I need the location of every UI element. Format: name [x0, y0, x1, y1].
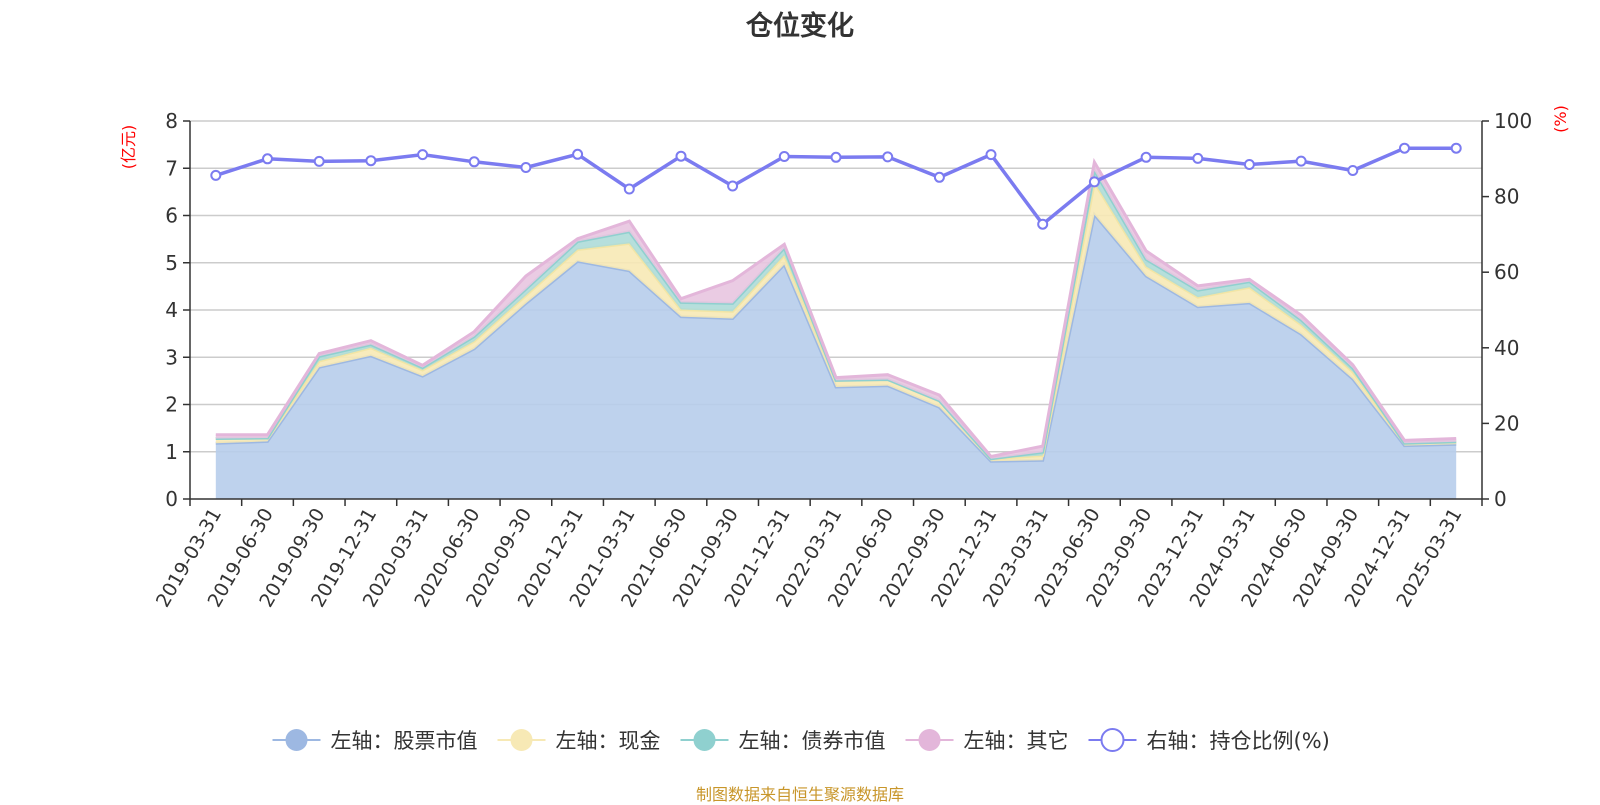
- left-tick-label: 8: [165, 109, 178, 133]
- ratio-point: [313, 155, 325, 167]
- legend-label: 左轴：其它: [964, 729, 1069, 753]
- right-tick-label: 40: [1494, 336, 1519, 360]
- ratio-point: [830, 151, 842, 163]
- ratio-point: [727, 180, 739, 192]
- legend-item-2: 左轴：现金: [497, 729, 661, 753]
- ratio-point: [1192, 152, 1204, 164]
- ratio-point: [1450, 142, 1462, 154]
- legend-circle-icon: [510, 729, 533, 751]
- left-axis-unit: (亿元): [119, 125, 138, 170]
- ratio-point: [985, 149, 997, 161]
- legend-item-4: 左轴：其它: [905, 729, 1069, 753]
- ratio-point: [1243, 159, 1255, 170]
- right-tick-label: 60: [1494, 260, 1519, 284]
- left-tick-label: 6: [165, 204, 178, 228]
- legend-item-5: 右轴：持仓比例(%): [1088, 728, 1330, 753]
- left-tick-label: 4: [165, 298, 178, 322]
- right-tick-label: 80: [1494, 185, 1519, 209]
- ratio-point: [1140, 151, 1152, 163]
- ratio-point: [1088, 176, 1100, 188]
- legend-circle-icon: [918, 729, 941, 751]
- left-tick-label: 0: [165, 487, 178, 511]
- legend-circle-icon: [693, 729, 716, 751]
- left-tick-label: 2: [165, 393, 178, 417]
- legend-item-1: 左轴：股票市值: [272, 729, 478, 753]
- ratio-point: [1399, 142, 1410, 154]
- left-tick-label: 5: [165, 251, 178, 275]
- right-tick-label: 100: [1494, 109, 1532, 133]
- ratio-point: [1347, 165, 1359, 176]
- ratio-point: [1295, 155, 1307, 167]
- left-tick-label: 7: [165, 156, 178, 180]
- stacked-areas: [215, 157, 1457, 499]
- ratio-point: [520, 162, 532, 173]
- ratio-point: [882, 151, 894, 163]
- legend-label: 左轴：现金: [556, 729, 661, 753]
- legend-label: 左轴：股票市值: [331, 729, 478, 753]
- legend-circle-icon: [285, 729, 308, 751]
- ratio-point: [1037, 218, 1049, 230]
- ratio-point: [572, 148, 584, 160]
- position-ratio-line: [210, 142, 1462, 230]
- right-tick-label: 0: [1494, 487, 1507, 511]
- ratio-point: [262, 153, 273, 165]
- ratio-point: [778, 151, 790, 162]
- ratio-point: [675, 150, 687, 162]
- legend-hollow-circle-icon: [1100, 728, 1125, 752]
- area-series-4-edge: [215, 157, 1457, 459]
- ratio-point: [933, 171, 945, 183]
- area-series-1: [215, 214, 1457, 499]
- right-tick-label: 20: [1494, 411, 1519, 435]
- chart-title: 仓位变化: [746, 11, 854, 42]
- ratio-point: [417, 149, 429, 161]
- right-axis-unit: (%): [1551, 105, 1570, 133]
- left-tick-label: 1: [165, 440, 178, 464]
- ratio-point: [210, 169, 222, 181]
- source-note: 制图数据来自恒生聚源数据库: [695, 785, 904, 804]
- legend-label: 左轴：债券市值: [739, 729, 886, 753]
- legend: 左轴：股票市值 左轴：现金 左轴：债券市值 左轴：其它 右轴：持仓比例(%): [272, 728, 1330, 753]
- ratio-point: [468, 156, 480, 168]
- left-tick-label: 3: [165, 345, 178, 369]
- legend-label: 右轴：持仓比例(%): [1147, 729, 1330, 753]
- ratio-point: [623, 183, 635, 195]
- legend-item-3: 左轴：债券市值: [680, 729, 886, 753]
- ratio-point: [365, 155, 377, 167]
